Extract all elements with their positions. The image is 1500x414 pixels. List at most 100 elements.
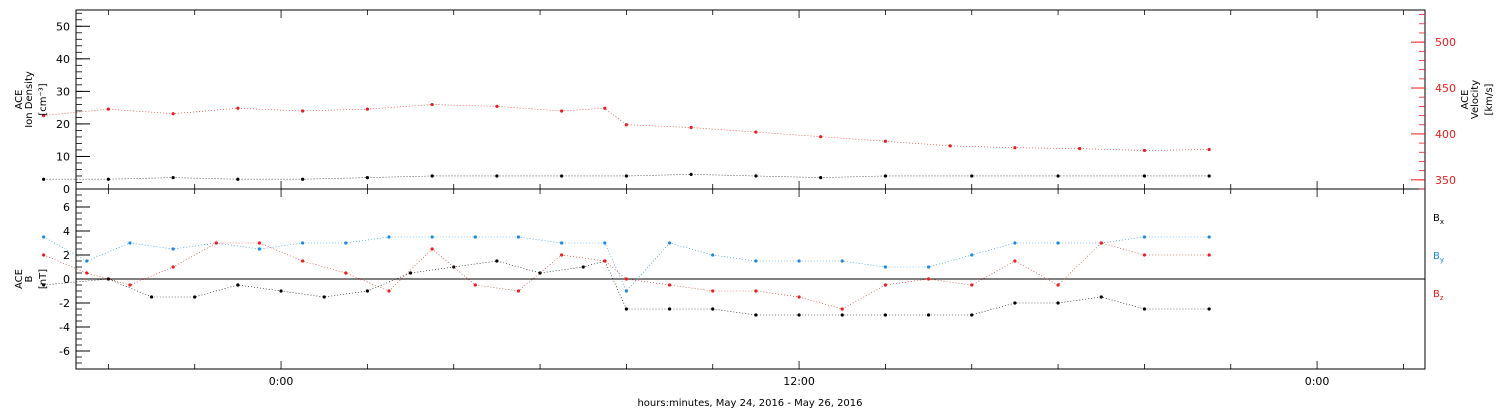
data-point [430, 102, 434, 107]
data-point [754, 289, 758, 293]
data-point [473, 283, 477, 287]
y-tick-label: -4 [59, 321, 70, 334]
x-axis-title: hours:minutes, May 24, 2016 - May 26, 20… [637, 398, 862, 409]
y2-tick-label: 400 [1435, 128, 1456, 141]
series-trace [43, 236, 1210, 292]
data-point [516, 289, 521, 293]
data-point [970, 283, 974, 287]
data-point [1013, 259, 1017, 263]
x-tick-label: 0:00 [269, 375, 294, 388]
y-tick-label: -6 [59, 345, 70, 358]
data-point [1207, 307, 1211, 311]
data-point [754, 259, 758, 263]
data-point [840, 313, 844, 317]
data-point [819, 135, 823, 139]
data-point [85, 271, 89, 275]
data-point [1013, 301, 1017, 305]
y2-tick-label: 350 [1435, 174, 1456, 187]
data-point [430, 235, 434, 239]
data-point [322, 295, 326, 299]
legend-entry: Bx [1433, 213, 1444, 226]
data-point [754, 313, 758, 317]
data-point [495, 259, 499, 263]
series-trace [43, 242, 1210, 310]
y-tick-label: 10 [56, 150, 70, 163]
data-point [301, 109, 305, 113]
series-0-0 [42, 172, 1211, 181]
data-point [1056, 283, 1060, 287]
data-point [689, 172, 693, 176]
y-tick-label: -2 [59, 297, 70, 310]
data-point [603, 106, 607, 110]
data-point [85, 259, 89, 263]
series-trace [43, 104, 1210, 151]
data-point [236, 177, 240, 181]
data-point [754, 130, 758, 134]
y-tick-label: 4 [63, 225, 70, 238]
x-tick-label: 12:00 [783, 375, 815, 388]
data-point [1142, 235, 1147, 239]
y-tick-label: 6 [63, 201, 70, 214]
y-tick-label: 0 [63, 273, 70, 286]
left-axis-label-line: ACE [14, 90, 25, 110]
data-point [1078, 147, 1082, 151]
data-point [1142, 148, 1147, 153]
data-point [128, 283, 132, 287]
legend-entry: By [1433, 251, 1444, 264]
data-point [257, 247, 262, 251]
data-point [1056, 301, 1060, 305]
data-point [560, 174, 564, 178]
data-point [365, 176, 369, 180]
data-point [667, 283, 672, 287]
data-point [495, 104, 499, 108]
data-point [106, 177, 110, 181]
legend-subscript: x [1440, 218, 1444, 226]
data-point [560, 241, 564, 245]
series-0-1 [42, 102, 1211, 153]
data-point [236, 283, 240, 287]
left-axis-units: [nT] [38, 269, 49, 289]
data-point [473, 235, 477, 239]
x-tick-label: 0:00 [1305, 375, 1330, 388]
data-point [970, 313, 974, 317]
data-point [883, 283, 888, 287]
left-axis-units: [cm⁻³] [38, 83, 49, 115]
data-point [840, 259, 844, 263]
left-axis-label: ACE B [nT] [14, 269, 49, 289]
data-point [1099, 241, 1103, 245]
data-point [970, 174, 974, 178]
data-point [301, 259, 305, 263]
right-axis-label-line: Velocity [1470, 80, 1481, 119]
data-point [1099, 295, 1103, 299]
series-trace [43, 260, 1210, 316]
legend-subscript: z [1440, 294, 1444, 302]
legend-entry: Bz [1433, 289, 1444, 302]
data-point [1142, 253, 1147, 257]
y-tick-label: 20 [56, 118, 70, 131]
data-point [301, 177, 305, 181]
left-axis-label: ACE Ion Density [cm⁻³] [14, 71, 49, 128]
y2-tick-label: 450 [1435, 82, 1456, 95]
data-point [257, 241, 262, 245]
data-point [193, 295, 197, 299]
y-tick-label: 40 [56, 53, 70, 66]
top-panel-frame [75, 9, 1426, 190]
data-point [797, 313, 801, 317]
left-axis-label-line: Ion Density [24, 71, 35, 128]
data-point [883, 174, 888, 178]
right-axis-label: ACE Velocity [km/s] [1460, 80, 1495, 119]
data-point [344, 271, 348, 275]
data-point [214, 241, 218, 245]
series-1-2 [42, 241, 1211, 311]
data-point [171, 247, 175, 251]
data-point [926, 277, 931, 281]
data-point [236, 106, 240, 110]
right-axis-label-line: ACE [1460, 90, 1471, 110]
data-point [926, 265, 931, 269]
data-point [106, 107, 110, 111]
right-axis-units: [km/s] [1484, 83, 1495, 115]
series-1-0 [42, 259, 1211, 317]
y-tick-label: 2 [63, 249, 70, 262]
